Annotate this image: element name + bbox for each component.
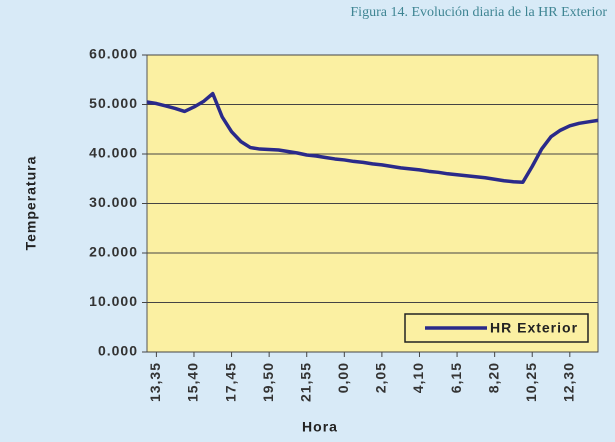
- legend-label: HR Exterior: [490, 320, 578, 336]
- series-line: [146, 91, 599, 184]
- y-tick-label: 20.000: [89, 244, 138, 260]
- x-tick-label: 17,45: [222, 362, 238, 402]
- x-tick-label: 15,40: [185, 362, 201, 402]
- y-tick-label: 10.000: [89, 293, 138, 309]
- y-tick-label: 0.000: [98, 343, 138, 359]
- x-tick-label: 19,50: [260, 362, 276, 402]
- x-tick-label: 0,00: [335, 362, 351, 393]
- y-axis-title: Temperatura: [23, 156, 39, 251]
- x-tick-label: 10,25: [523, 362, 539, 402]
- x-tick-label: 4,10: [410, 362, 426, 393]
- x-tick-label: 13,35: [147, 362, 163, 402]
- x-tick-label: 21,55: [297, 362, 313, 402]
- y-tick-label: 50.000: [89, 95, 138, 111]
- x-tick-label: 8,20: [485, 362, 501, 393]
- x-tick-label: 6,15: [448, 362, 464, 393]
- y-tick-label: 60.000: [89, 46, 138, 62]
- chart-title: Figura 14. Evolución diaria de la HR Ext…: [350, 5, 607, 20]
- x-tick-label: 2,05: [373, 362, 389, 393]
- x-tick-label: 12,30: [561, 362, 577, 402]
- x-axis-title: Hora: [302, 419, 338, 435]
- y-tick-label: 30.000: [89, 194, 138, 210]
- y-tick-label: 40.000: [89, 145, 138, 161]
